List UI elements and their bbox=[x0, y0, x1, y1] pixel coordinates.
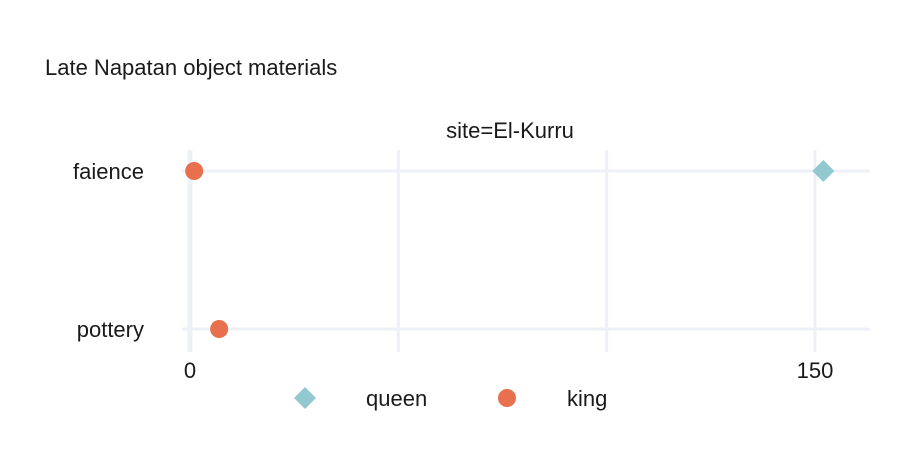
grid bbox=[182, 150, 870, 352]
legend-label-king: king bbox=[567, 386, 607, 411]
data-points bbox=[185, 160, 835, 338]
chart-title: Late Napatan object materials bbox=[45, 55, 337, 80]
legend-marker-king bbox=[498, 389, 516, 407]
data-point-king-faience bbox=[185, 162, 204, 180]
x-tick-label: 0 bbox=[184, 358, 196, 383]
legend-marker-queen bbox=[294, 387, 316, 409]
facet-label: site=El-Kurru bbox=[446, 118, 574, 143]
legend: queen king bbox=[294, 386, 607, 411]
x-tick-label: 150 bbox=[797, 358, 834, 383]
y-axis-labels: faience pottery bbox=[73, 159, 144, 342]
y-tick-label: faience bbox=[73, 159, 144, 184]
y-tick-label: pottery bbox=[77, 317, 144, 342]
x-axis-labels: 0 150 bbox=[184, 358, 833, 383]
data-point-queen-faience bbox=[812, 160, 835, 182]
legend-label-queen: queen bbox=[366, 386, 427, 411]
data-point-king-pottery bbox=[210, 320, 229, 338]
